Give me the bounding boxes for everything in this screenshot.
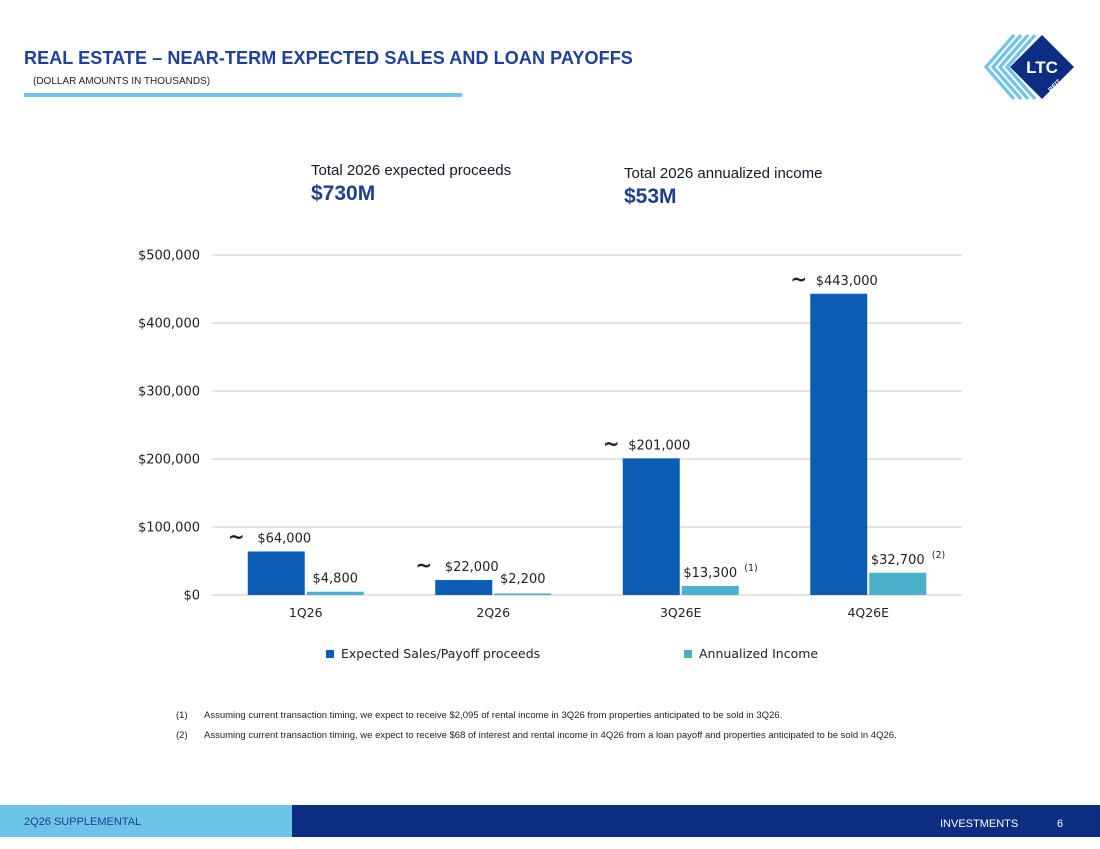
- bar-proceeds: [810, 293, 868, 595]
- y-tick-label: $500,000: [138, 249, 200, 264]
- data-label: $22,000: [445, 560, 499, 575]
- data-label: $64,000: [257, 531, 311, 546]
- bar-proceeds: [435, 580, 493, 595]
- bar-income: [494, 593, 552, 595]
- footnote-marker: (1): [744, 563, 757, 574]
- bar-income: [306, 591, 364, 595]
- bar-income: [869, 572, 927, 595]
- y-tick-label: $100,000: [138, 521, 200, 536]
- page-subtitle: (DOLLAR AMOUNTS IN THOUSANDS): [33, 76, 211, 87]
- legend-label: Expected Sales/Payoff proceeds: [341, 646, 541, 661]
- footnote-text: Assuming current transaction timing, we …: [204, 710, 783, 721]
- kpi-value: $53M: [624, 185, 677, 208]
- approx-symbol: ~: [415, 553, 432, 577]
- ltc-reit-logo: LTC REIT: [984, 33, 1074, 101]
- legend-item-income: Annualized Income: [684, 646, 818, 661]
- footer-left-band: [0, 805, 292, 837]
- y-tick-label: $0: [183, 589, 200, 604]
- data-label: $201,000: [628, 438, 690, 453]
- data-label: $13,300: [683, 566, 737, 581]
- kpi-value: $730M: [311, 182, 376, 205]
- x-tick-label: 2Q26: [476, 605, 510, 620]
- y-tick-label: $300,000: [138, 385, 200, 400]
- footnote-text: Assuming current transaction timing, we …: [204, 730, 897, 741]
- footnote-1: (1) Assuming current transaction timing,…: [176, 710, 897, 721]
- footnote-number: (1): [176, 710, 188, 721]
- data-label: $32,700: [871, 553, 925, 568]
- y-tick-label: $200,000: [138, 453, 200, 468]
- kpi-label: Total 2026 expected proceeds: [311, 162, 512, 179]
- data-label: $4,800: [313, 572, 359, 587]
- x-tick-label: 1Q26: [289, 605, 323, 620]
- bar-proceeds: [247, 551, 305, 595]
- legend-swatch: [326, 649, 334, 658]
- y-tick-label: $400,000: [138, 317, 200, 332]
- title-rule: [24, 93, 462, 97]
- approx-symbol: ~: [603, 431, 620, 455]
- footer-document-label: 2Q26 SUPPLEMENTAL: [24, 816, 142, 828]
- data-label: $443,000: [816, 274, 878, 289]
- kpi-annualized-income: Total 2026 annualized income $53M: [624, 165, 822, 209]
- footnotes: (1) Assuming current transaction timing,…: [176, 710, 897, 750]
- data-label: $2,200: [500, 572, 546, 587]
- page-title: REAL ESTATE – NEAR-TERM EXPECTED SALES A…: [24, 48, 633, 68]
- footnote-number: (2): [176, 730, 188, 741]
- footnote-marker: (2): [932, 550, 945, 561]
- logo-text: LTC: [1026, 58, 1058, 77]
- footer-right-band: [292, 805, 1100, 837]
- footnote-2: (2) Assuming current transaction timing,…: [176, 730, 897, 741]
- kpi-label: Total 2026 annualized income: [624, 165, 823, 182]
- footer-page-number: 6: [1057, 818, 1064, 830]
- approx-symbol: ~: [228, 524, 245, 548]
- approx-symbol: ~: [790, 267, 807, 291]
- legend-item-proceeds: Expected Sales/Payoff proceeds: [326, 646, 540, 661]
- bar-income: [681, 585, 739, 595]
- legend-label: Annualized Income: [699, 646, 819, 661]
- footer-section-label: INVESTMENTS: [940, 818, 1019, 830]
- legend-swatch: [684, 649, 692, 658]
- kpi-expected-proceeds: Total 2026 expected proceeds $730M: [311, 162, 511, 206]
- x-tick-label: 4Q26E: [847, 605, 889, 620]
- x-tick-label: 3Q26E: [660, 605, 702, 620]
- bar-proceeds: [622, 458, 680, 595]
